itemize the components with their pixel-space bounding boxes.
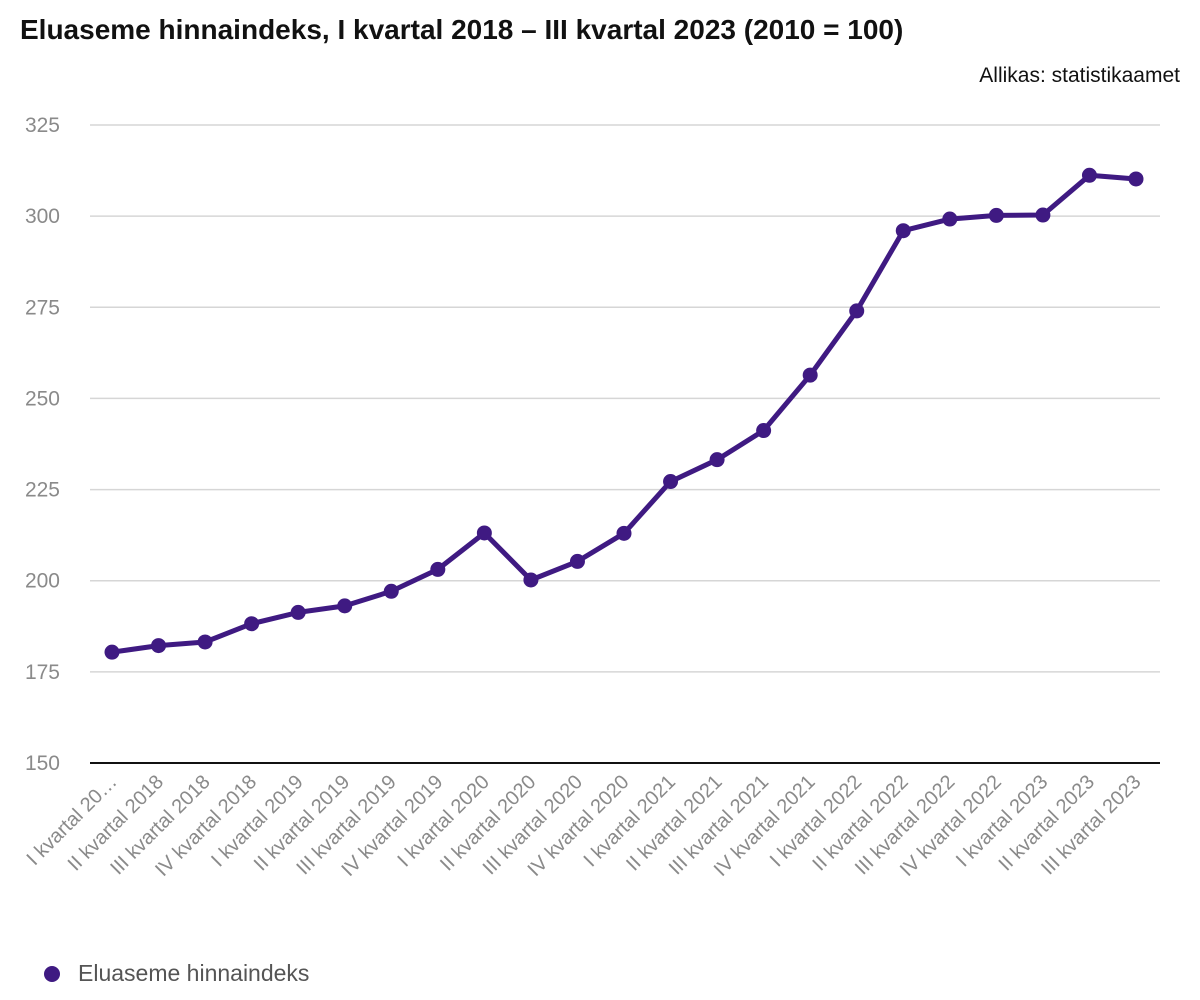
chart-source: Allikas: statistikaamet: [979, 64, 1180, 87]
y-tick-label: 275: [25, 296, 60, 319]
data-point: [523, 572, 539, 588]
data-point: [942, 211, 958, 227]
data-point: [151, 638, 167, 654]
y-tick-label: 250: [25, 387, 60, 410]
y-tick-label: 175: [25, 661, 60, 684]
y-tick-label: 325: [25, 114, 60, 137]
data-point: [849, 303, 865, 319]
y-tick-label: 200: [25, 570, 60, 593]
data-point: [895, 223, 911, 239]
y-tick-label: 150: [25, 752, 60, 775]
y-tick-label: 300: [25, 205, 60, 228]
data-point: [430, 561, 446, 577]
data-point: [476, 525, 492, 541]
y-axis-ticks: 150 175 200 225 250 275 300 325: [25, 114, 60, 775]
data-point: [290, 604, 306, 620]
data-point: [244, 616, 260, 632]
data-point: [988, 207, 1004, 223]
data-point: [197, 634, 213, 650]
data-point: [1128, 171, 1144, 187]
data-point: [1035, 207, 1051, 223]
data-point: [802, 367, 818, 383]
data-point: [709, 452, 725, 468]
data-point: [756, 423, 772, 439]
legend-marker: [44, 965, 60, 982]
data-point: [104, 644, 120, 660]
y-tick-label: 225: [25, 479, 60, 502]
series-layer: [104, 167, 1144, 660]
data-point: [337, 598, 353, 614]
grid-lines: [90, 124, 1160, 764]
legend: Eluaseme hinnaindeks: [44, 960, 309, 987]
data-point: [569, 553, 585, 569]
legend-label: Eluaseme hinnaindeks: [78, 960, 310, 986]
data-point: [616, 525, 632, 541]
data-point: [1081, 167, 1097, 183]
data-point: [663, 474, 679, 490]
chart-title: Eluaseme hinnaindeks, I kvartal 2018 – I…: [20, 14, 904, 45]
data-point: [383, 583, 399, 599]
